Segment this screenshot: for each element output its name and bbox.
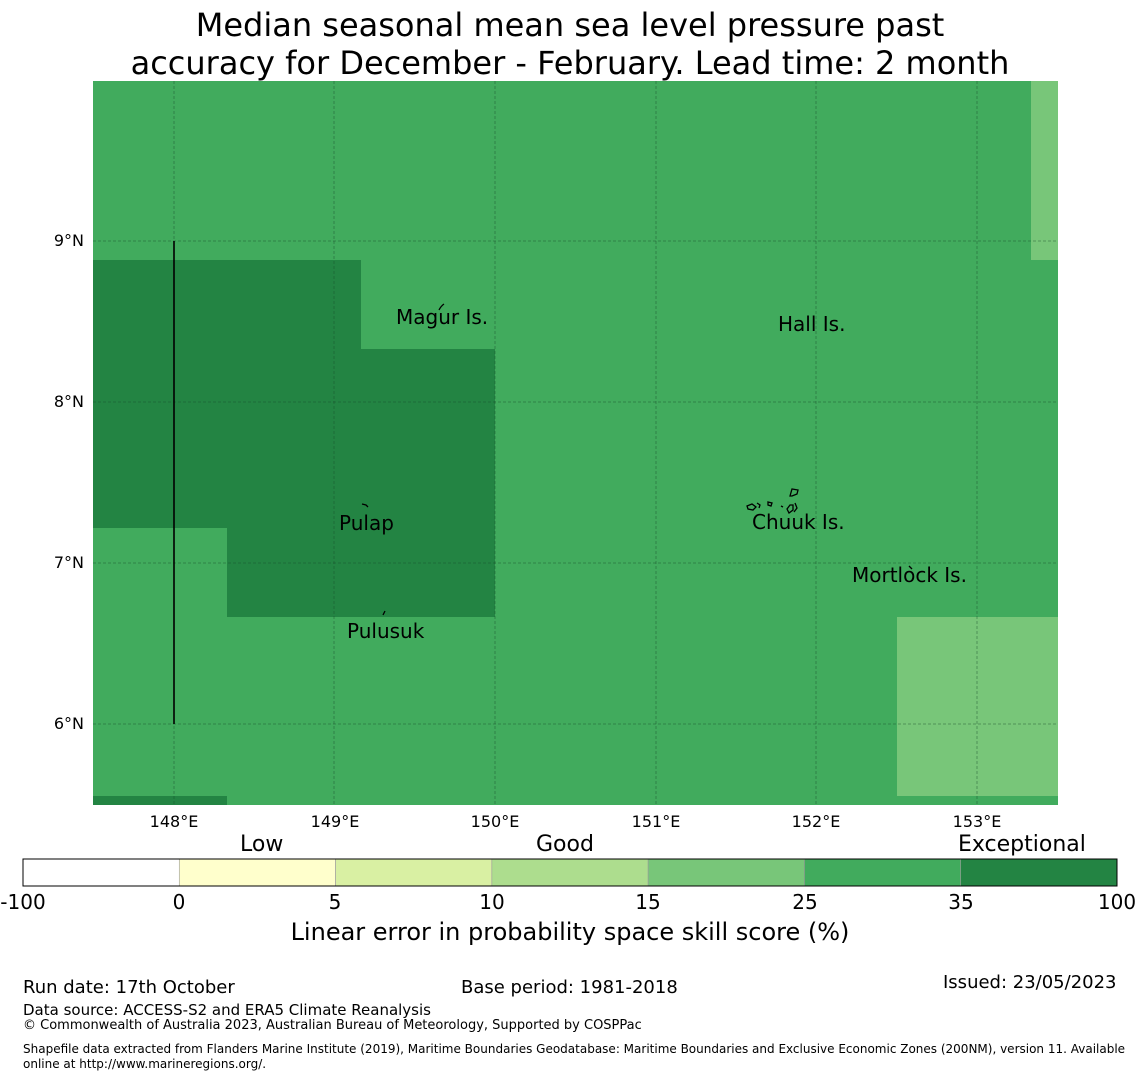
colorbar-frame [22,858,1118,887]
colorbar-tick-5: 5 [328,890,342,914]
lat-label-6n: 6°N [53,714,84,733]
colorbar-segment [804,858,962,887]
place-label-pulap: Pulap [339,511,394,535]
map-title-line1: Median seasonal mean sea level pressure … [195,6,945,44]
skill-map [93,81,1058,805]
colorbar-tick-15: 15 [635,890,661,914]
lat-label-7n: 7°N [53,553,84,572]
lat-label-9n: 9°N [53,231,84,250]
base-period: Base period: 1981-2018 [461,977,678,998]
place-label-chuuk: Chuuk Is. [752,510,845,534]
colorbar-tick-0: 0 [172,890,186,914]
place-label-pulusuk: Pulusuk [347,619,425,643]
colorbar-segment [491,858,649,887]
lon-label-150e: 150°E [470,812,520,831]
map-title-line2: accuracy for December - February. Lead t… [130,44,1010,82]
place-label-magur: Magur Is. [396,305,489,329]
exceptional-skill-corner [93,796,227,805]
colorbar-tick-35: 35 [948,890,974,914]
island-outlines [361,303,913,616]
place-label-hall: Hall Is. [778,312,846,336]
colorbar-category-good: Good [536,832,594,857]
colorbar-segment [647,858,805,887]
copyright: © Commonwealth of Australia 2023, Austra… [23,1018,642,1033]
place-label-mortlock: Mortlock Is. [852,563,967,587]
lat-label-8n: 8°N [53,392,84,411]
lon-label-148e: 148°E [149,812,199,831]
colorbar-tick-minus100: -100 [0,890,46,914]
lon-label-149e: 149°E [310,812,360,831]
colorbar-category-low: Low [240,832,284,857]
colorbar-segment [22,858,180,887]
data-source: Data source: ACCESS-S2 and ERA5 Climate … [23,1001,431,1019]
colorbar-tick-10: 10 [479,890,505,914]
run-date: Run date: 17th October [23,977,235,998]
shapefile-credit-line2: online at http://www.marineregions.org/. [23,1057,267,1071]
colorbar-tick-100: 100 [1097,890,1137,914]
good-skill-region-se [897,617,1058,796]
exceptional-skill-region [93,260,495,617]
lon-label-153e: 153°E [952,812,1002,831]
colorbar-segment [335,858,493,887]
colorbar-segment [960,858,1118,887]
colorbar-tick-25: 25 [792,890,818,914]
lon-label-151e: 151°E [631,812,681,831]
good-skill-region-ne [1031,81,1058,260]
colorbar-segment [178,858,336,887]
shapefile-credit-line1: Shapefile data extracted from Flanders M… [23,1042,1126,1056]
issued-date: Issued: 23/05/2023 [943,972,1117,993]
colorbar-title: Linear error in probability space skill … [290,918,850,946]
colorbar-category-exceptional: Exceptional [958,832,1086,857]
lon-label-152e: 152°E [791,812,841,831]
